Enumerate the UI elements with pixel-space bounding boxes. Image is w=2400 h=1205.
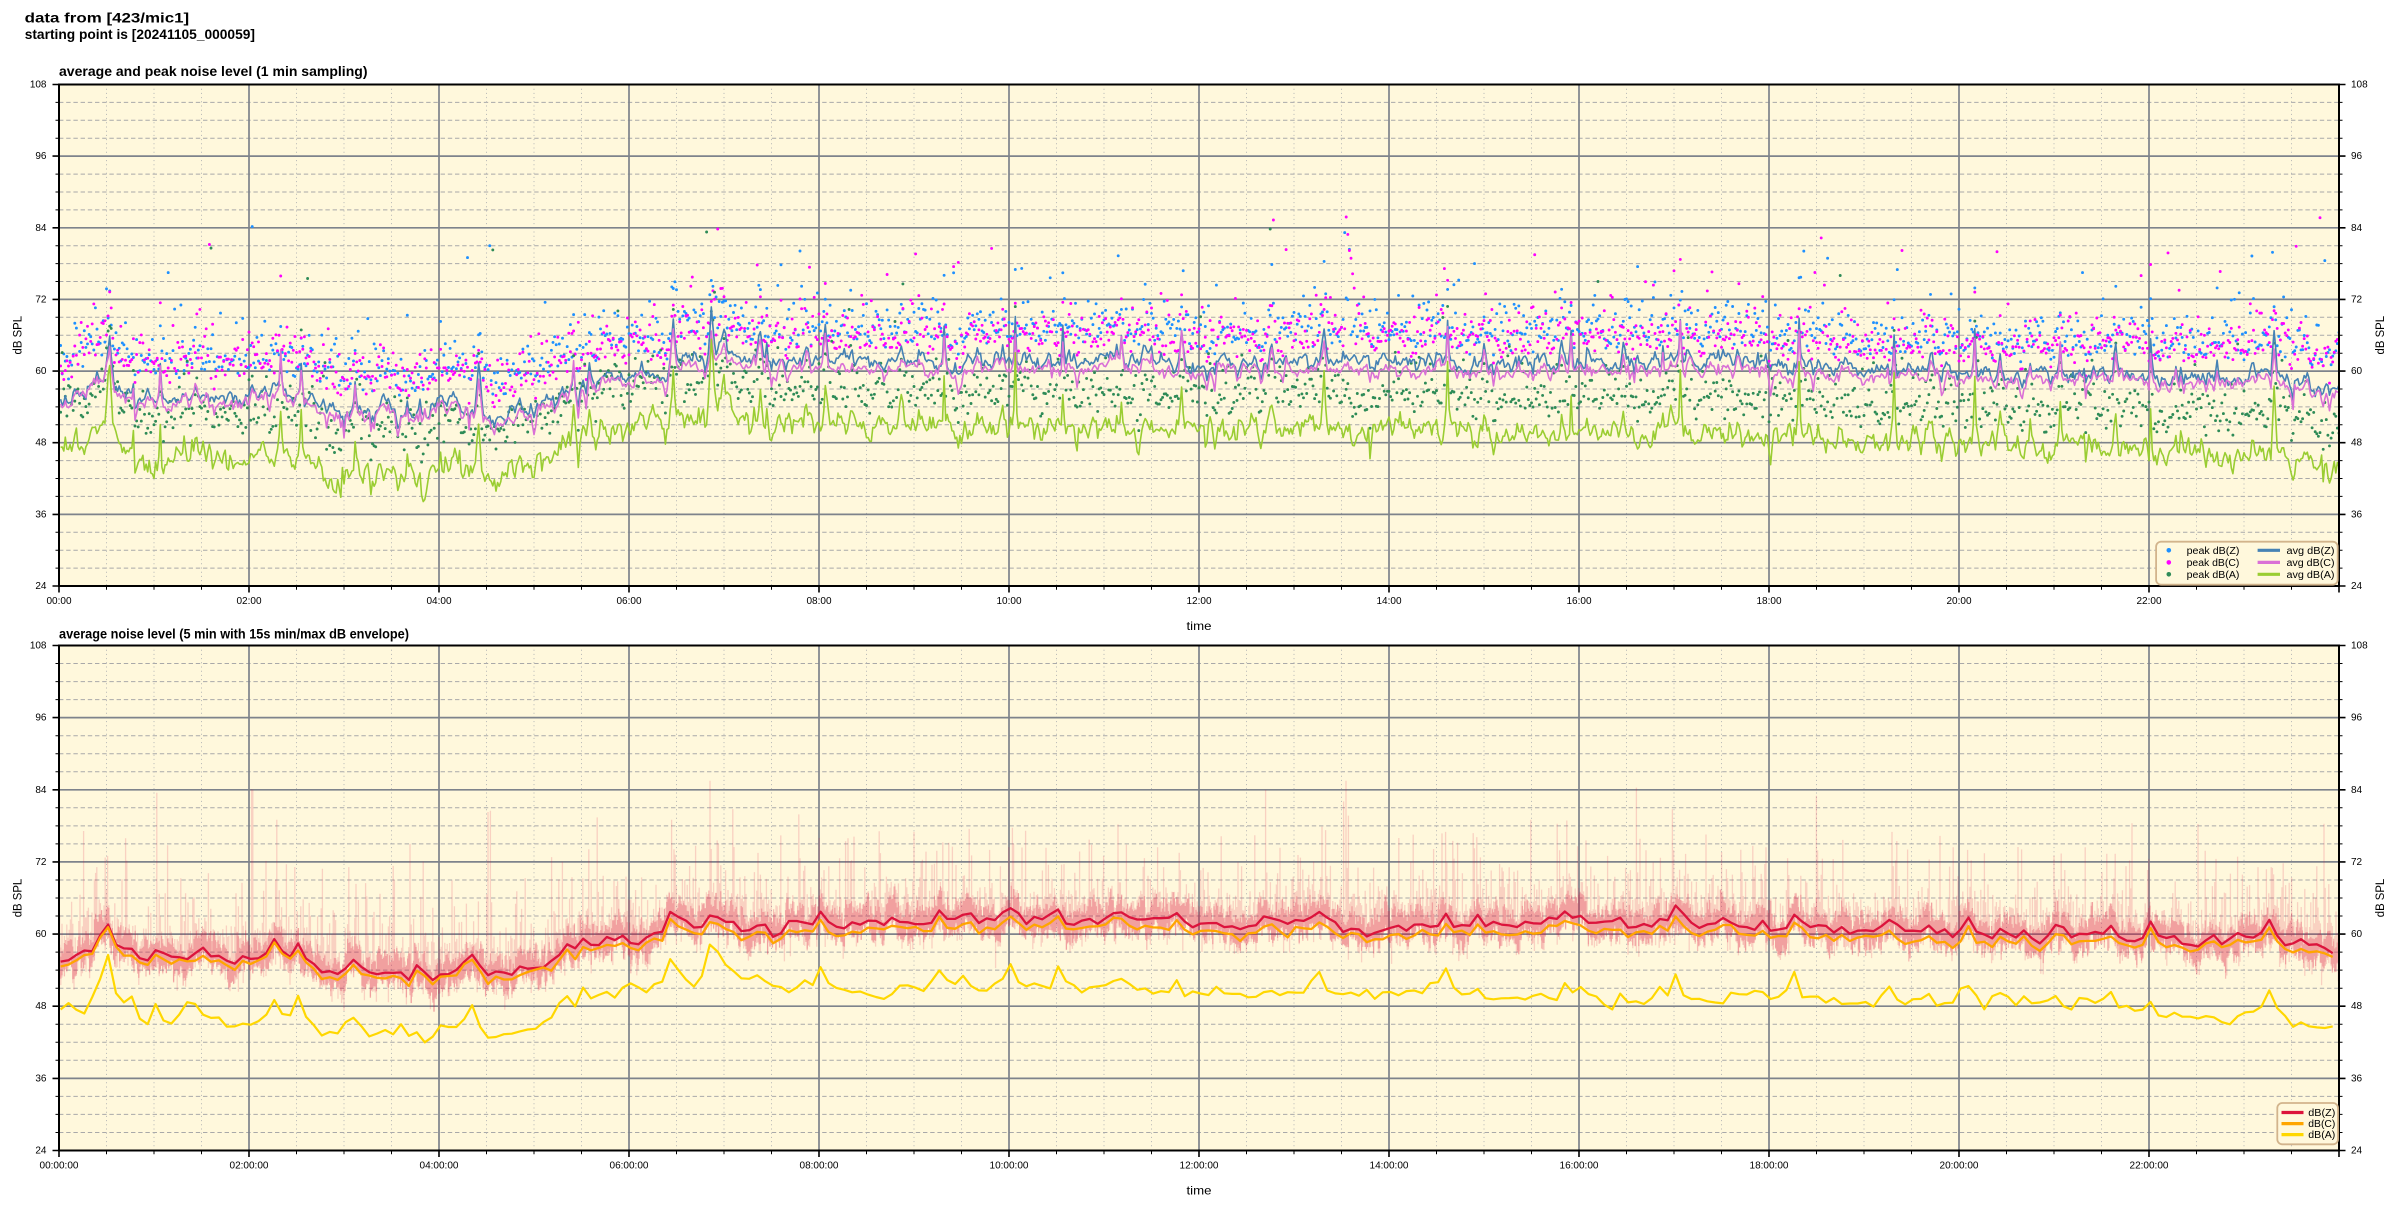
svg-text:72: 72 xyxy=(2351,294,2363,305)
svg-text:12:00: 12:00 xyxy=(1186,596,1211,607)
svg-text:peak dB(C): peak dB(C) xyxy=(2187,558,2240,569)
svg-text:36: 36 xyxy=(35,509,47,520)
svg-text:08:00: 08:00 xyxy=(806,596,831,607)
svg-text:04:00: 04:00 xyxy=(426,596,451,607)
svg-text:dB(A): dB(A) xyxy=(2308,1130,2335,1141)
svg-text:00:00:00: 00:00:00 xyxy=(40,1160,79,1171)
svg-text:peak dB(A): peak dB(A) xyxy=(2187,570,2240,581)
svg-text:24: 24 xyxy=(2351,1146,2363,1157)
svg-text:00:00: 00:00 xyxy=(46,596,71,607)
svg-text:60: 60 xyxy=(2351,366,2363,377)
svg-text:48: 48 xyxy=(2351,1001,2363,1012)
svg-text:22:00:00: 22:00:00 xyxy=(2130,1160,2169,1171)
svg-text:36: 36 xyxy=(2351,509,2363,520)
svg-text:avg dB(Z): avg dB(Z) xyxy=(2287,546,2335,557)
svg-text:22:00: 22:00 xyxy=(2136,596,2161,607)
svg-text:06:00: 06:00 xyxy=(616,596,641,607)
svg-text:14:00:00: 14:00:00 xyxy=(1370,1160,1409,1171)
svg-text:dB SPL: dB SPL xyxy=(2375,315,2387,354)
svg-text:peak dB(Z): peak dB(Z) xyxy=(2187,546,2240,557)
svg-text:16:00: 16:00 xyxy=(1566,596,1591,607)
svg-text:48: 48 xyxy=(35,438,47,449)
svg-text:dB SPL: dB SPL xyxy=(2375,878,2387,917)
svg-text:avg dB(A): avg dB(A) xyxy=(2287,570,2335,581)
svg-text:108: 108 xyxy=(30,80,47,91)
svg-text:20:00:00: 20:00:00 xyxy=(1940,1160,1979,1171)
svg-text:average noise level (5 min wit: average noise level (5 min with 15s min/… xyxy=(59,627,409,642)
svg-text:108: 108 xyxy=(2351,641,2368,652)
svg-text:36: 36 xyxy=(35,1073,47,1084)
svg-text:72: 72 xyxy=(35,294,47,305)
svg-text:dB(Z): dB(Z) xyxy=(2308,1108,2335,1119)
svg-text:08:00:00: 08:00:00 xyxy=(800,1160,839,1171)
svg-text:14:00: 14:00 xyxy=(1376,596,1401,607)
svg-text:data from [423/mic1]: data from [423/mic1] xyxy=(25,10,190,26)
svg-text:20:00: 20:00 xyxy=(1946,596,1971,607)
svg-text:avg dB(C): avg dB(C) xyxy=(2287,558,2335,569)
svg-text:average and peak noise level (: average and peak noise level (1 min samp… xyxy=(59,64,368,79)
svg-text:time: time xyxy=(1187,619,1212,633)
svg-text:108: 108 xyxy=(30,641,47,652)
svg-text:108: 108 xyxy=(2351,80,2368,91)
svg-text:96: 96 xyxy=(35,713,47,724)
svg-text:24: 24 xyxy=(35,581,47,592)
svg-text:96: 96 xyxy=(2351,151,2363,162)
svg-text:04:00:00: 04:00:00 xyxy=(420,1160,459,1171)
svg-text:10:00: 10:00 xyxy=(996,596,1021,607)
svg-text:starting point is [20241105_00: starting point is [20241105_000059] xyxy=(25,26,255,42)
svg-text:06:00:00: 06:00:00 xyxy=(610,1160,649,1171)
svg-text:60: 60 xyxy=(35,929,47,940)
svg-text:time: time xyxy=(1187,1184,1212,1198)
svg-text:84: 84 xyxy=(35,785,47,796)
svg-text:48: 48 xyxy=(35,1001,47,1012)
svg-text:18:00: 18:00 xyxy=(1756,596,1781,607)
svg-text:18:00:00: 18:00:00 xyxy=(1750,1160,1789,1171)
svg-text:12:00:00: 12:00:00 xyxy=(1180,1160,1219,1171)
svg-text:dB SPL: dB SPL xyxy=(12,878,24,917)
svg-text:84: 84 xyxy=(2351,785,2363,796)
svg-text:16:00:00: 16:00:00 xyxy=(1560,1160,1599,1171)
svg-text:84: 84 xyxy=(2351,223,2363,234)
svg-text:96: 96 xyxy=(35,151,47,162)
svg-text:96: 96 xyxy=(2351,713,2363,724)
svg-text:10:00:00: 10:00:00 xyxy=(990,1160,1029,1171)
svg-text:24: 24 xyxy=(35,1146,47,1157)
svg-text:84: 84 xyxy=(35,223,47,234)
svg-text:dB SPL: dB SPL xyxy=(12,315,24,354)
svg-text:dB(C): dB(C) xyxy=(2308,1119,2335,1130)
svg-text:60: 60 xyxy=(35,366,47,377)
svg-text:36: 36 xyxy=(2351,1073,2363,1084)
svg-text:72: 72 xyxy=(2351,857,2363,868)
svg-text:48: 48 xyxy=(2351,438,2363,449)
svg-text:72: 72 xyxy=(35,857,47,868)
svg-text:24: 24 xyxy=(2351,581,2363,592)
svg-text:60: 60 xyxy=(2351,929,2363,940)
svg-text:02:00:00: 02:00:00 xyxy=(230,1160,269,1171)
svg-text:02:00: 02:00 xyxy=(236,596,261,607)
